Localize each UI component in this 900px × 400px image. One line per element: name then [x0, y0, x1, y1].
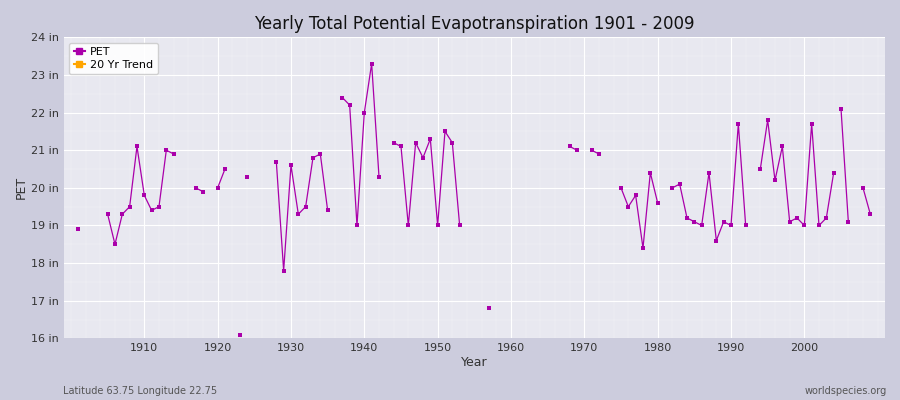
Y-axis label: PET: PET — [15, 176, 28, 200]
Legend: PET, 20 Yr Trend: PET, 20 Yr Trend — [69, 43, 158, 74]
Text: worldspecies.org: worldspecies.org — [805, 386, 886, 396]
X-axis label: Year: Year — [461, 356, 488, 369]
Title: Yearly Total Potential Evapotranspiration 1901 - 2009: Yearly Total Potential Evapotranspiratio… — [254, 15, 695, 33]
Text: Latitude 63.75 Longitude 22.75: Latitude 63.75 Longitude 22.75 — [63, 386, 217, 396]
